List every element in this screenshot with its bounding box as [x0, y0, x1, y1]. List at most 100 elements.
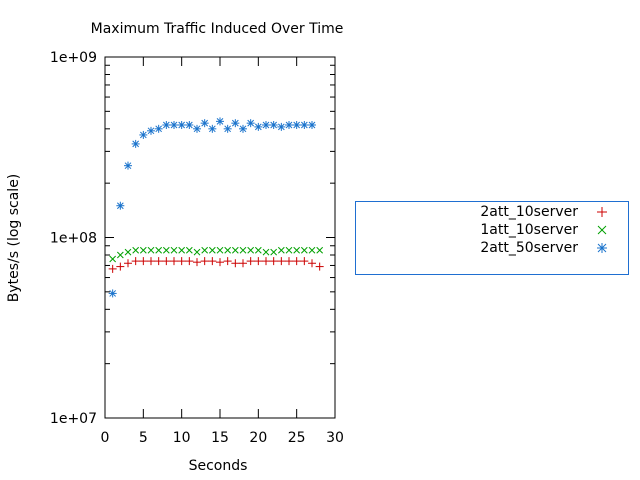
data-point-2att_50server	[246, 119, 255, 128]
y-axis-label: Bytes/s (log scale)	[6, 174, 22, 303]
data-point-2att_10server	[177, 257, 186, 266]
data-point-2att_50server	[147, 126, 155, 135]
data-point-2att_50server	[231, 119, 240, 128]
data-point-2att_10server	[223, 257, 232, 266]
data-point-2att_10server	[308, 259, 316, 268]
data-point-2att_50server	[139, 130, 148, 139]
data-point-1att_10server	[124, 248, 132, 256]
data-point-2att_50server	[170, 121, 178, 130]
data-point-2att_50server	[254, 122, 263, 131]
data-point-1att_10server	[185, 246, 193, 254]
legend-label: 1att_10server	[480, 222, 578, 238]
x-tick-label: 0	[101, 430, 110, 446]
data-point-2att_10server	[315, 262, 324, 271]
data-point-2att_10server	[254, 257, 263, 266]
data-point-2att_50server	[108, 289, 117, 298]
data-point-1att_10server	[224, 246, 232, 254]
data-point-2att_50server	[269, 121, 278, 130]
data-point-2att_10server	[193, 258, 201, 267]
data-point-1att_10server	[201, 246, 209, 254]
data-point-2att_10server	[147, 257, 155, 266]
data-point-1att_10server	[247, 246, 255, 254]
data-point-2att_50server	[185, 121, 194, 130]
data-point-1att_10server	[147, 246, 155, 254]
data-point-1att_10server	[216, 246, 224, 254]
data-point-2att_50server	[277, 122, 286, 131]
data-point-2att_50server	[308, 121, 316, 130]
plus-marker-icon	[597, 207, 607, 217]
data-point-2att_10server	[216, 258, 224, 267]
data-point-2att_10server	[300, 257, 309, 266]
data-point-1att_10server	[239, 246, 247, 254]
x-axis-label: Seconds	[189, 458, 248, 474]
cross-marker-icon	[597, 225, 607, 235]
data-point-2att_10server	[131, 257, 140, 266]
data-point-2att_10server	[239, 259, 247, 268]
data-point-1att_10server	[139, 246, 147, 254]
data-point-1att_10server	[116, 251, 124, 259]
y-tick-label: 1e+07	[50, 411, 97, 427]
data-point-2att_50server	[216, 117, 224, 126]
y-tick-label: 1e+09	[50, 50, 97, 66]
legend: 2att_10server 1att_10server 2att_50serve…	[355, 201, 629, 275]
data-point-2att_10server	[277, 257, 286, 266]
data-point-1att_10server	[109, 255, 117, 263]
data-point-1att_10server	[262, 248, 270, 256]
data-point-1att_10server	[208, 246, 216, 254]
x-tick-label: 30	[326, 430, 344, 446]
data-point-2att_50server	[208, 124, 217, 133]
legend-label: 2att_10server	[480, 204, 578, 220]
data-point-1att_10server	[170, 246, 178, 254]
data-point-1att_10server	[178, 246, 186, 254]
data-point-2att_10server	[269, 257, 278, 266]
data-point-2att_10server	[185, 257, 194, 266]
data-point-2att_50server	[239, 124, 247, 133]
data-point-2att_10server	[124, 259, 132, 268]
data-point-1att_10server	[132, 246, 140, 254]
legend-entry-2att_10server: 2att_10server	[378, 202, 608, 222]
data-point-2att_10server	[200, 257, 209, 266]
data-point-1att_10server	[254, 246, 262, 254]
data-points	[108, 117, 324, 298]
data-point-2att_50server	[177, 121, 186, 130]
data-point-2att_50server	[162, 121, 171, 130]
y-axis: 1e+07 1e+08 1e+09	[50, 50, 335, 427]
data-point-2att_10server	[139, 257, 148, 266]
data-point-1att_10server	[270, 248, 278, 256]
data-point-2att_50server	[262, 121, 270, 130]
data-point-2att_10server	[292, 257, 301, 266]
data-point-2att_10server	[162, 257, 171, 266]
data-point-1att_10server	[293, 246, 301, 254]
data-point-2att_50server	[154, 124, 163, 133]
data-point-2att_10server	[116, 262, 125, 271]
data-point-2att_10server	[285, 257, 293, 266]
data-point-2att_10server	[246, 257, 255, 266]
data-point-1att_10server	[193, 248, 201, 256]
data-point-2att_10server	[262, 257, 270, 266]
data-point-2att_10server	[154, 257, 163, 266]
chart-title: Maximum Traffic Induced Over Time	[91, 21, 344, 37]
plot-area	[104, 56, 336, 419]
data-point-2att_50server	[131, 139, 140, 148]
x-tick-label: 20	[249, 430, 267, 446]
x-axis: 0 5 10 15 20 25 30	[101, 57, 344, 446]
data-point-2att_50server	[300, 121, 309, 130]
data-point-2att_50server	[193, 124, 201, 133]
legend-label: 2att_50server	[480, 240, 578, 256]
data-point-2att_50server	[285, 121, 293, 130]
star-marker-icon	[597, 243, 607, 253]
x-tick-label: 10	[173, 430, 191, 446]
legend-entry-1att_10server: 1att_10server	[378, 220, 608, 240]
data-point-1att_10server	[316, 246, 324, 254]
data-point-2att_50server	[116, 201, 125, 210]
data-point-2att_10server	[170, 257, 178, 266]
x-tick-label: 5	[139, 430, 148, 446]
x-tick-label: 25	[288, 430, 306, 446]
data-point-2att_50server	[200, 119, 209, 128]
data-point-1att_10server	[285, 246, 293, 254]
data-point-1att_10server	[155, 246, 163, 254]
data-point-1att_10server	[231, 246, 239, 254]
data-point-2att_50server	[223, 124, 232, 133]
data-point-2att_50server	[124, 161, 132, 170]
